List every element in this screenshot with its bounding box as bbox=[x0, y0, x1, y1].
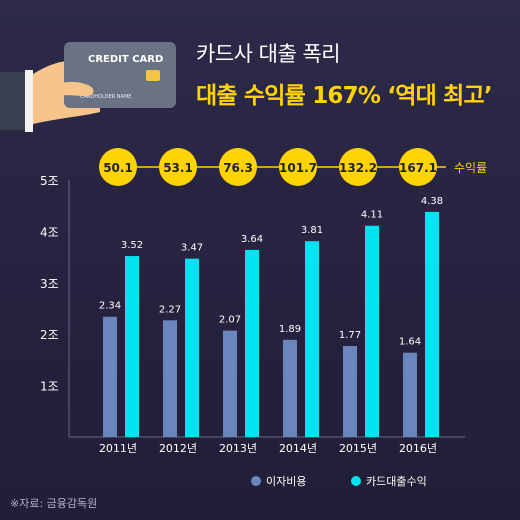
source-note: ※자료: 금융감독원 bbox=[10, 497, 98, 510]
rate-circle bbox=[219, 148, 257, 186]
x-tick-label: 2015년 bbox=[339, 442, 377, 455]
bar-loan bbox=[365, 225, 379, 437]
bar-interest bbox=[103, 316, 117, 437]
bars: 2.34 3.52 2.27 3.47 2.07 3.64 1.89 3.81 1.77 4.11… bbox=[99, 196, 443, 437]
bar-interest bbox=[223, 330, 237, 437]
rate-circle bbox=[99, 148, 137, 186]
y-tick-labels: 1조 2조 3조 4조 5조 bbox=[40, 174, 59, 394]
y-tick-label: 5조 bbox=[40, 174, 59, 188]
bar-interest bbox=[403, 352, 417, 437]
data-label-loan: 4.11 bbox=[361, 210, 383, 221]
rate-value: 76.3 bbox=[223, 161, 253, 175]
legend-swatch-loan bbox=[351, 476, 361, 486]
hand-holding-card-illustration: CREDIT CARD CARDHOLDER NAME bbox=[0, 42, 176, 132]
data-label-interest: 2.07 bbox=[219, 315, 241, 326]
rate-circle bbox=[159, 148, 197, 186]
chart-title: 카드사 대출 폭리 bbox=[196, 42, 341, 66]
data-label-loan: 3.52 bbox=[121, 240, 143, 251]
bar-loan bbox=[305, 241, 319, 437]
rate-circle bbox=[339, 148, 377, 186]
chart-subtitle: 대출 수익률 167% ‘역대 최고’ bbox=[196, 83, 493, 109]
cuff-shape bbox=[25, 70, 33, 132]
y-tick-label: 1조 bbox=[40, 380, 59, 394]
legend: 이자비용 카드대출수익 bbox=[251, 475, 427, 488]
rate-circles: 50.1 53.1 76.3 101.7 132.2 167.1 bbox=[99, 148, 437, 186]
rate-value: 101.7 bbox=[279, 161, 317, 175]
rate-legend-label: 수익률 bbox=[454, 161, 487, 175]
x-tick-label: 2013년 bbox=[219, 442, 257, 455]
bar-loan bbox=[425, 211, 439, 437]
data-label-interest: 1.64 bbox=[399, 337, 421, 348]
data-label-interest: 2.34 bbox=[99, 301, 121, 312]
legend-label-interest: 이자비용 bbox=[266, 475, 306, 488]
y-tick-label: 4조 bbox=[40, 225, 59, 239]
y-tick-label: 3조 bbox=[40, 277, 59, 291]
rate-circle bbox=[279, 148, 317, 186]
bar-loan bbox=[245, 249, 259, 437]
data-label-interest: 1.77 bbox=[339, 330, 361, 341]
rate-value: 50.1 bbox=[103, 161, 133, 175]
card-chip-icon bbox=[146, 70, 160, 81]
rate-value: 167.1 bbox=[399, 161, 437, 175]
rate-circle bbox=[399, 148, 437, 186]
card-brand-text: CREDIT CARD bbox=[88, 54, 163, 65]
legend-label-loan: 카드대출수익 bbox=[366, 475, 427, 488]
bar-loan bbox=[185, 258, 199, 437]
thumb-shape bbox=[58, 81, 94, 96]
x-tick-label: 2014년 bbox=[279, 442, 317, 455]
legend-swatch-interest bbox=[251, 476, 261, 486]
rate-value: 53.1 bbox=[163, 161, 193, 175]
bar-interest bbox=[283, 339, 297, 437]
data-label-interest: 2.27 bbox=[159, 304, 181, 315]
x-tick-label: 2011년 bbox=[99, 442, 137, 455]
x-tick-label: 2016년 bbox=[399, 442, 437, 455]
data-label-loan: 3.81 bbox=[301, 225, 323, 236]
data-label-interest: 1.89 bbox=[279, 324, 301, 335]
data-label-loan: 3.47 bbox=[181, 243, 203, 254]
x-tick-labels: 2011년 2012년 2013년 2014년 2015년 2016년 bbox=[99, 442, 437, 455]
x-tick-label: 2012년 bbox=[159, 442, 197, 455]
bar-interest bbox=[343, 346, 357, 437]
data-label-loan: 3.64 bbox=[241, 234, 263, 245]
bar-loan bbox=[125, 256, 139, 437]
y-tick-label: 2조 bbox=[40, 328, 59, 342]
card-holder-text: CARDHOLDER NAME bbox=[80, 94, 131, 100]
rate-value: 132.2 bbox=[339, 161, 377, 175]
title-area: 카드사 대출 폭리 대출 수익률 167% ‘역대 최고’ bbox=[196, 38, 493, 110]
bar-interest bbox=[163, 320, 177, 437]
data-label-loan: 4.38 bbox=[421, 196, 443, 207]
